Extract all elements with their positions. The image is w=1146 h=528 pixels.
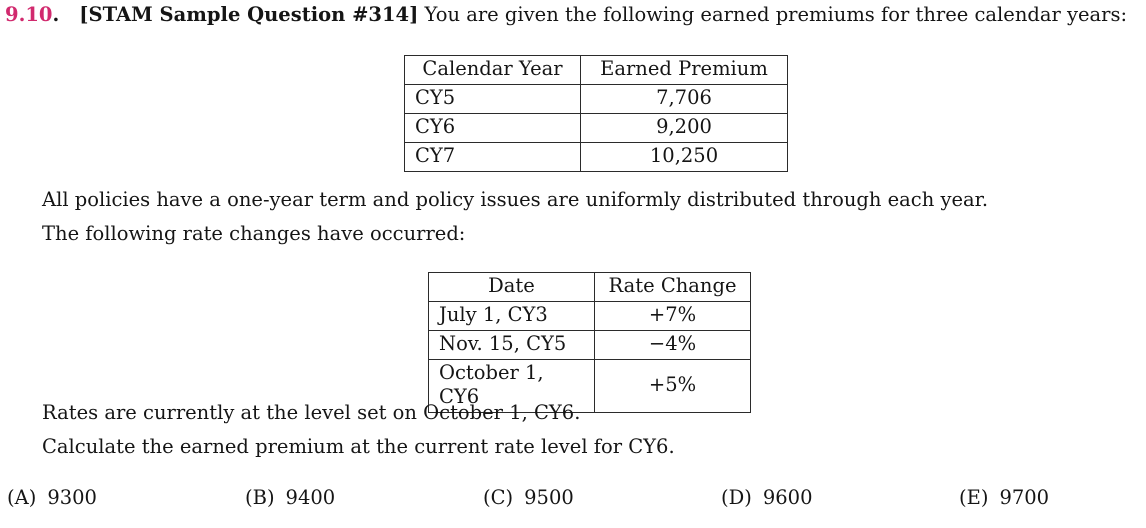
answer-choice-d: (D) 9600	[721, 486, 813, 509]
earned-header-earned-premium: Earned Premium	[580, 55, 788, 85]
choice-label: (B)	[245, 486, 275, 509]
rates-cell-date: July 1, CY3	[428, 301, 595, 331]
earned-premiums-table: Calendar Year Earned Premium CY5 7,706 C…	[404, 55, 788, 172]
question-source-tag: [STAM Sample Question #314]	[79, 3, 419, 26]
choice-value: 9600	[762, 486, 813, 509]
earned-cell-year: CY7	[404, 142, 581, 172]
earned-cell-year: CY5	[404, 84, 581, 114]
question-intro-text: You are given the following earned premi…	[418, 3, 1128, 26]
rates-cell-date: October 1, CY6	[428, 359, 595, 413]
rates-cell-change: +5%	[594, 359, 751, 413]
answer-choice-e: (E) 9700	[959, 486, 1049, 509]
table-header-row: Calendar Year Earned Premium	[404, 55, 788, 85]
rates-header-date: Date	[428, 272, 595, 302]
answer-choices-row: (A) 9300 (B) 9400 (C) 9500 (D) 9600 (E) 9700	[0, 486, 1146, 516]
table-row: CY5 7,706	[404, 84, 788, 114]
answer-choice-a: (A) 9300	[7, 486, 97, 509]
paragraph-rate-changes-intro: The following rate changes have occurred…	[42, 222, 466, 245]
paragraph-current-rates: Rates are currently at the level set on …	[42, 401, 581, 424]
paragraph-calculate: Calculate the earned premium at the curr…	[42, 435, 675, 458]
rate-changes-table: Date Rate Change July 1, CY3 +7% Nov. 15…	[428, 272, 751, 413]
earned-cell-premium: 10,250	[580, 142, 788, 172]
choice-label: (A)	[7, 486, 37, 509]
choice-label: (C)	[483, 486, 514, 509]
rates-cell-change: +7%	[594, 301, 751, 331]
earned-cell-premium: 7,706	[580, 84, 788, 114]
rates-header-rate-change: Rate Change	[594, 272, 751, 302]
question-number: 9.10	[5, 3, 53, 26]
table-row: Nov. 15, CY5 −4%	[428, 330, 751, 360]
choice-value: 9500	[524, 486, 574, 509]
paragraph-policies: All policies have a one-year term and po…	[42, 188, 989, 211]
answer-choice-c: (C) 9500	[483, 486, 574, 509]
table-row: CY6 9,200	[404, 113, 788, 143]
choice-value: 9700	[999, 486, 1050, 509]
choice-label: (E)	[959, 486, 989, 509]
rates-cell-date: Nov. 15, CY5	[428, 330, 595, 360]
question-title-line: 9.10. [STAM Sample Question #314] You are…	[5, 3, 1144, 26]
choice-label: (D)	[721, 486, 752, 509]
table-row: October 1, CY6 +5%	[428, 359, 751, 413]
rates-cell-change: −4%	[594, 330, 751, 360]
choice-value: 9300	[47, 486, 97, 509]
earned-cell-year: CY6	[404, 113, 581, 143]
earned-cell-premium: 9,200	[580, 113, 788, 143]
choice-value: 9400	[285, 486, 336, 509]
table-row: CY7 10,250	[404, 142, 788, 172]
question-number-dot: .	[52, 3, 60, 26]
earned-header-calendar-year: Calendar Year	[404, 55, 581, 85]
table-row: July 1, CY3 +7%	[428, 301, 751, 331]
table-header-row: Date Rate Change	[428, 272, 751, 302]
answer-choice-b: (B) 9400	[245, 486, 335, 509]
